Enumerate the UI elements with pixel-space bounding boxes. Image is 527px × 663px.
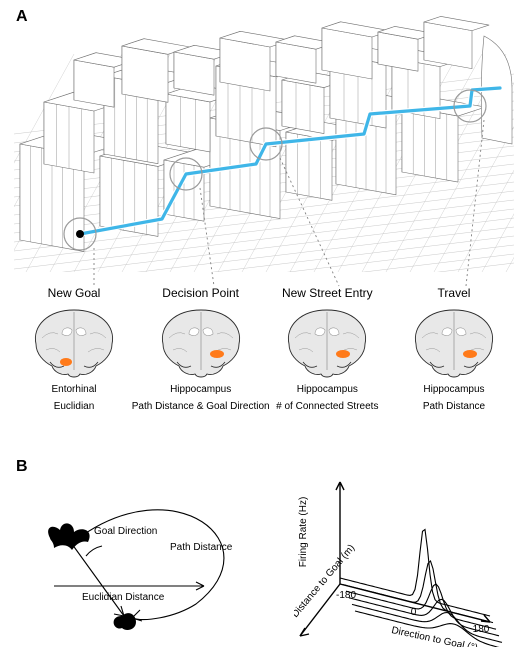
- brain-col-3: Travel Hippocampus Path Distance: [394, 286, 514, 436]
- brain-col-1: Decision PointHippocampusPath Distance &…: [141, 286, 261, 436]
- schematic-label: Euclidian Distance: [82, 592, 165, 603]
- brain-icon: [408, 304, 500, 380]
- figure-root: A New GoalEntorhinalEuclidianDecision Po…: [0, 0, 527, 663]
- brain-icon: [281, 304, 373, 380]
- brain-title: New Street Entry: [282, 286, 373, 300]
- brain-icon: [155, 304, 247, 380]
- brain-metric: Path Distance & Goal Direction: [132, 401, 270, 414]
- brain-title: Decision Point: [162, 286, 239, 300]
- brain-region: Hippocampus: [423, 384, 484, 397]
- brain-metric: # of Connected Streets: [276, 401, 378, 414]
- svg-text:Direction to Goal (°): Direction to Goal (°): [390, 625, 478, 647]
- brain-col-2: New Street Entry Hippocampus # of Connecte…: [267, 286, 387, 436]
- panel-b: Goal Direction Path Distance Euclidian Dis…: [14, 468, 514, 648]
- schematic-label: Path Distance: [170, 542, 233, 553]
- brain-metric: Euclidian: [54, 401, 95, 414]
- tuning-plot: -1800180Firing Rate (Hz)Direction to Goa…: [294, 472, 504, 647]
- brain-title: New Goal: [48, 286, 101, 300]
- brain-title: Travel: [438, 286, 471, 300]
- brain-region: Entorhinal: [51, 384, 96, 397]
- schematic-label: Goal Direction: [94, 526, 157, 537]
- brain-col-0: New Goal Entorhinal Euclidian: [14, 286, 134, 436]
- city-map: [14, 14, 514, 272]
- brain-icon: [28, 304, 120, 380]
- svg-text:Firing Rate (Hz): Firing Rate (Hz): [298, 497, 309, 568]
- brain-region: Hippocampus: [170, 384, 231, 397]
- brain-region: Hippocampus: [297, 384, 358, 397]
- brain-metric: Path Distance: [423, 401, 485, 414]
- bat-schematic: Goal Direction Path Distance Euclidian Dis…: [24, 484, 254, 644]
- brain-row: New Goal Entorhinal Euclidian Decision Poin…: [14, 286, 514, 436]
